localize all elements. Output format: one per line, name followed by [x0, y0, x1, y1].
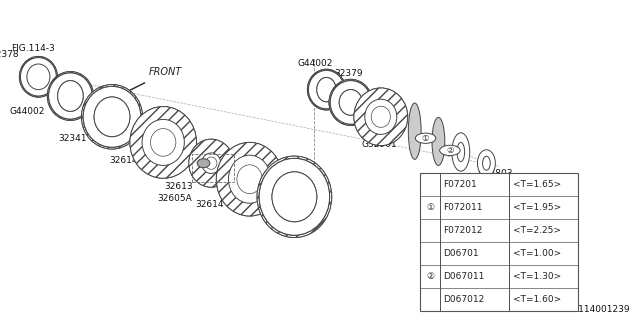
Ellipse shape	[317, 77, 336, 102]
Ellipse shape	[354, 88, 408, 146]
Ellipse shape	[228, 155, 271, 203]
Ellipse shape	[150, 129, 176, 156]
Text: G32901: G32901	[361, 140, 397, 149]
Ellipse shape	[330, 81, 371, 124]
Text: F07201: F07201	[444, 180, 477, 189]
Text: G44002: G44002	[10, 108, 45, 116]
Text: F072011: F072011	[444, 203, 483, 212]
Text: D52803: D52803	[477, 169, 512, 178]
Text: 32613: 32613	[164, 182, 193, 191]
Text: <T=1.95>: <T=1.95>	[513, 203, 561, 212]
Ellipse shape	[130, 107, 196, 178]
Ellipse shape	[19, 56, 58, 97]
Ellipse shape	[205, 157, 217, 169]
Ellipse shape	[339, 90, 362, 115]
Text: D067012: D067012	[444, 295, 484, 304]
Text: A114001239: A114001239	[573, 305, 630, 314]
Ellipse shape	[142, 119, 184, 165]
Ellipse shape	[308, 70, 344, 109]
Ellipse shape	[457, 142, 465, 162]
Ellipse shape	[49, 73, 92, 119]
Ellipse shape	[272, 172, 317, 222]
Ellipse shape	[452, 133, 470, 171]
Ellipse shape	[329, 79, 372, 125]
Ellipse shape	[49, 73, 92, 119]
Text: D06701: D06701	[444, 249, 479, 258]
Ellipse shape	[58, 81, 83, 111]
Ellipse shape	[19, 56, 58, 97]
Text: <T=1.60>: <T=1.60>	[513, 295, 561, 304]
Text: FIG.114-3: FIG.114-3	[12, 44, 55, 53]
Text: FRONT: FRONT	[148, 68, 182, 77]
Ellipse shape	[94, 97, 130, 137]
Ellipse shape	[477, 150, 495, 177]
Ellipse shape	[365, 99, 397, 134]
Text: D067011: D067011	[444, 272, 485, 281]
Ellipse shape	[81, 84, 143, 149]
Text: ①: ①	[422, 134, 429, 143]
Text: ②: ②	[426, 272, 434, 281]
Ellipse shape	[307, 69, 346, 110]
Text: F072012: F072012	[444, 226, 483, 235]
Ellipse shape	[308, 70, 344, 109]
Ellipse shape	[20, 58, 56, 96]
Bar	[420, 173, 578, 311]
Ellipse shape	[330, 81, 371, 124]
Ellipse shape	[47, 72, 93, 120]
Ellipse shape	[49, 73, 92, 119]
Text: 32341: 32341	[58, 134, 86, 143]
Ellipse shape	[94, 97, 130, 137]
Ellipse shape	[58, 81, 83, 111]
Ellipse shape	[339, 90, 362, 115]
Ellipse shape	[189, 139, 234, 187]
Text: <T=1.00>: <T=1.00>	[513, 249, 561, 258]
Ellipse shape	[189, 139, 234, 187]
Text: ①: ①	[426, 203, 434, 212]
Ellipse shape	[83, 86, 141, 147]
Circle shape	[440, 145, 460, 156]
Text: C62803: C62803	[496, 184, 531, 193]
Ellipse shape	[237, 165, 262, 194]
Ellipse shape	[83, 86, 141, 147]
Ellipse shape	[81, 84, 143, 149]
Text: 32605A: 32605A	[157, 194, 192, 203]
Text: <T=1.30>: <T=1.30>	[513, 272, 561, 281]
Ellipse shape	[329, 79, 372, 125]
Ellipse shape	[408, 103, 421, 159]
Ellipse shape	[130, 107, 196, 178]
Text: 32614: 32614	[195, 200, 224, 209]
Ellipse shape	[257, 156, 332, 237]
Text: 32614: 32614	[109, 156, 138, 165]
Ellipse shape	[20, 58, 56, 96]
Ellipse shape	[259, 158, 330, 235]
Ellipse shape	[483, 156, 490, 170]
Ellipse shape	[216, 142, 283, 216]
Text: ②: ②	[446, 146, 454, 155]
Text: 32378: 32378	[0, 50, 19, 59]
Ellipse shape	[307, 69, 346, 110]
Ellipse shape	[216, 142, 283, 216]
Text: <T=2.25>: <T=2.25>	[513, 226, 561, 235]
Circle shape	[415, 133, 436, 143]
Ellipse shape	[432, 117, 445, 165]
Ellipse shape	[259, 158, 330, 235]
Ellipse shape	[202, 153, 221, 173]
Ellipse shape	[330, 81, 371, 124]
Ellipse shape	[308, 70, 344, 109]
Ellipse shape	[83, 86, 141, 147]
Ellipse shape	[257, 156, 332, 237]
Ellipse shape	[317, 77, 336, 102]
Ellipse shape	[47, 72, 93, 120]
Text: 32337: 32337	[271, 217, 299, 226]
Ellipse shape	[371, 106, 390, 127]
Ellipse shape	[197, 159, 210, 168]
Ellipse shape	[259, 158, 330, 235]
Text: 32379: 32379	[335, 69, 363, 78]
Ellipse shape	[27, 64, 50, 90]
Text: <T=1.65>: <T=1.65>	[513, 180, 561, 189]
Ellipse shape	[272, 172, 317, 222]
Ellipse shape	[354, 88, 408, 146]
Text: G44002: G44002	[297, 60, 333, 68]
